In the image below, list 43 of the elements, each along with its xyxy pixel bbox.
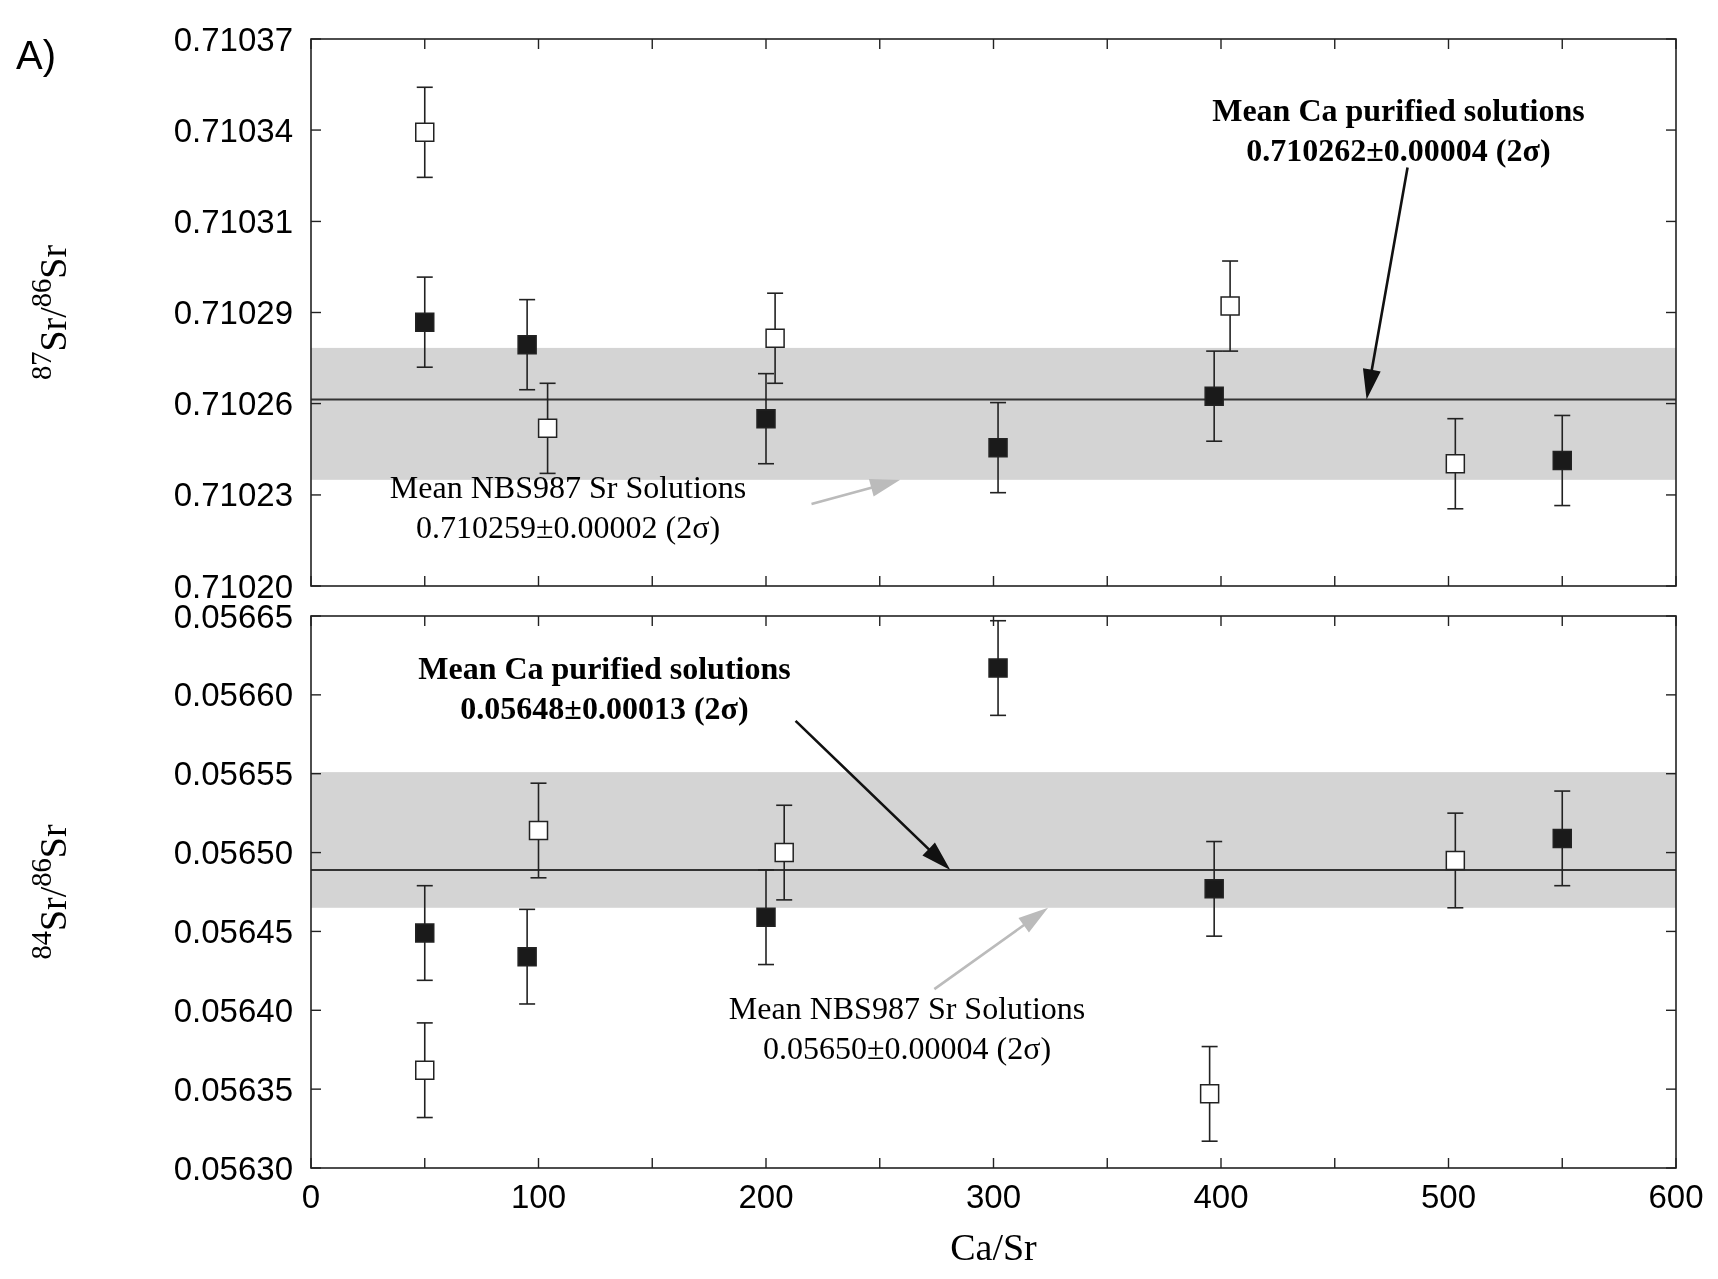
point — [1204, 879, 1224, 899]
point — [988, 658, 1008, 678]
y-tick-label: 0.71037 — [173, 20, 293, 58]
y-tick-label: 0.71029 — [173, 294, 293, 332]
x-axis-title: Ca/Sr — [950, 1226, 1038, 1268]
point — [1552, 828, 1572, 849]
y-tick-label: 0.71034 — [173, 111, 293, 149]
text: A) — [16, 33, 56, 77]
annotation: Mean Ca purified solutions 0.05648±0.00013 (2σ) — [418, 650, 791, 727]
y-tick-label: 0.05650 — [173, 834, 293, 872]
y-tick-label: 0.05640 — [173, 991, 293, 1029]
point — [517, 334, 537, 355]
point — [756, 907, 776, 927]
point — [537, 418, 558, 439]
y-tick-label: 0.05635 — [173, 1070, 293, 1108]
point — [1204, 386, 1224, 406]
point — [1552, 450, 1572, 471]
x-tick-label: 0 — [301, 1178, 321, 1215]
y-tick-label: 0.05630 — [173, 1149, 293, 1187]
x-tick-label: 600 — [1648, 1178, 1704, 1215]
y-tick-label: 0.71023 — [173, 476, 293, 514]
y-tick-label: 0.71026 — [173, 385, 293, 423]
annotation: Mean Ca purified solutions 0.710262±0.00004 (2σ) — [1212, 92, 1585, 169]
annotation: Mean NBS987 Sr Solutions 0.710259±0.00002 (2σ) — [389, 469, 747, 546]
annotation: Mean NBS987 Sr Solutions 0.05650±0.00004 (2σ) — [728, 989, 1086, 1066]
point — [1445, 453, 1466, 474]
point — [774, 842, 794, 863]
y-tick-label: 0.05660 — [173, 676, 293, 714]
x-tick-label: 400 — [1193, 1178, 1249, 1215]
point — [517, 946, 537, 967]
point — [1445, 850, 1466, 871]
x-tick-label: 200 — [738, 1178, 794, 1215]
x-tick-label: 300 — [965, 1178, 1022, 1215]
point — [415, 312, 435, 332]
point — [756, 408, 776, 429]
x-tick-label: 500 — [1420, 1178, 1477, 1215]
point — [528, 820, 549, 841]
y-tick-label: 0.05655 — [173, 755, 293, 793]
point — [415, 923, 435, 943]
y-tick-label: 0.71031 — [173, 202, 293, 240]
x-tick-label: 100 — [510, 1178, 567, 1215]
point — [988, 437, 1008, 458]
y-tick-label: 0.05645 — [173, 912, 293, 950]
